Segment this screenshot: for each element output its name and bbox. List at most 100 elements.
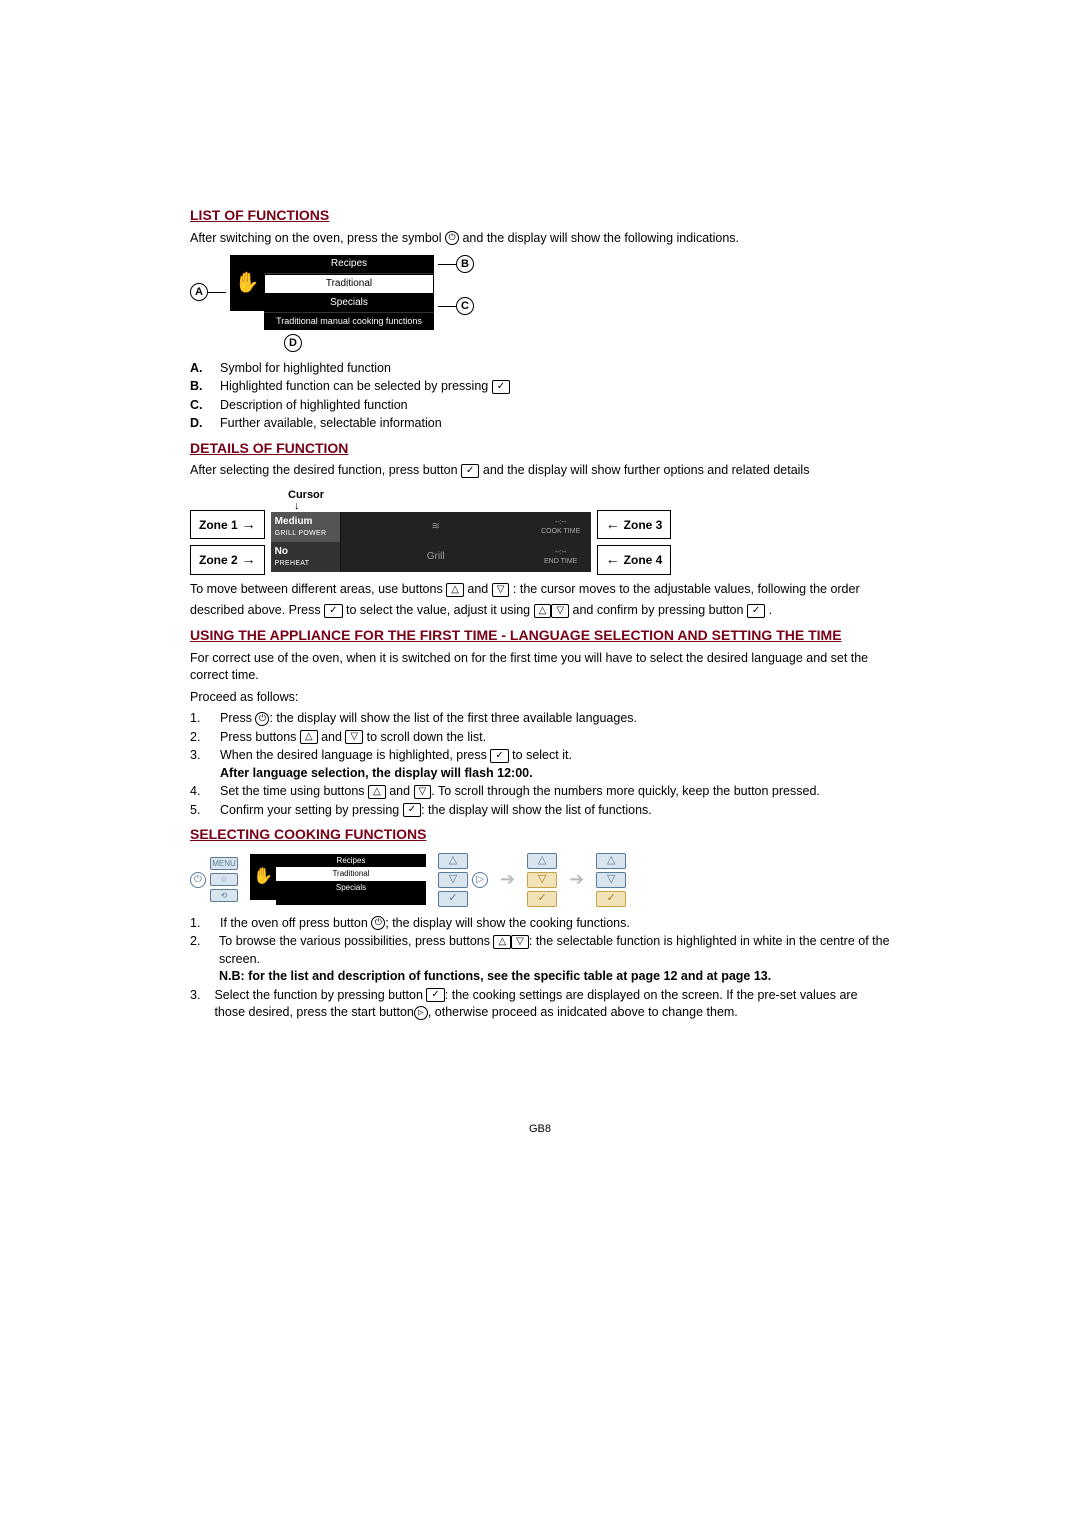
label-C: C [456, 297, 474, 315]
num: 4. [190, 783, 206, 801]
s2-intro: After selecting the desired function, pr… [190, 462, 890, 480]
value: Medium [275, 515, 336, 529]
mini-display: ✋ Recipes Traditional Specials Tradition… [250, 854, 426, 905]
text: To browse the various possibilities, pre… [219, 933, 890, 986]
up-button: △ [438, 853, 468, 869]
text: . [769, 603, 772, 617]
legend-B: B.Highlighted function can be selected b… [190, 378, 890, 396]
heading-details-of-function: DETAILS OF FUNCTION [190, 439, 890, 459]
text: If the oven off press button ⏻; the disp… [220, 915, 630, 933]
menu-row-recipes: Recipes [276, 854, 426, 867]
text: and [386, 784, 414, 798]
menu-row-specials: Specials [276, 881, 426, 894]
nav-controls: △ ▽ ✓ ▷ [438, 853, 488, 907]
text: Confirm your setting by pressing [220, 803, 403, 817]
down-button: ▽ [438, 872, 468, 888]
text: Press buttons △ and ▽ to scroll down the… [220, 729, 486, 747]
zone1-conn: Zone 1 [190, 510, 265, 540]
zone-3-label: Zone 3 [597, 510, 672, 540]
hand-icon: ✋ [230, 255, 264, 311]
bold-note: After language selection, the display wi… [220, 766, 533, 780]
figure-list-of-functions: A ✋ Recipes Traditional Specials Traditi… [190, 255, 890, 352]
fav-button: ☆ [210, 873, 238, 886]
zone-1-label: Zone 1 [190, 510, 265, 540]
menu-row-specials: Specials [264, 294, 434, 313]
nav-col-3: △ ▽ ✓ [596, 853, 626, 907]
arrow-right-icon: ➔ [569, 867, 584, 892]
preheat-cell: No PREHEAT [271, 542, 341, 572]
caption: END TIME [544, 557, 577, 567]
text: : the cursor moves to the adjustable val… [513, 582, 860, 596]
cook-time-cell: --:-- COOK TIME [531, 512, 591, 542]
menu-button: MENU [210, 857, 238, 870]
end-time-cell: --:-- END TIME [531, 542, 591, 572]
text: described above. Press [190, 603, 324, 617]
bold-note: N.B: for the list and description of fun… [219, 969, 771, 983]
heading-list-of-functions: LIST OF FUNCTIONS [190, 206, 890, 226]
zones-left: Zone 1 Zone 2 [190, 510, 265, 575]
mini-menu: Recipes Traditional Specials [276, 854, 426, 894]
lead-line [438, 306, 456, 307]
text: When the desired language is highlighted… [220, 748, 490, 762]
text: Symbol for highlighted function [220, 360, 391, 378]
text: to select the value, adjust it using [346, 603, 534, 617]
up-icon: △ [300, 730, 318, 744]
page-footer: GB8 [190, 1122, 890, 1137]
s3-steps: 1.Press ⏻: the display will show the lis… [190, 710, 890, 819]
text: Select the function by pressing button [214, 988, 426, 1002]
value: --:-- [555, 518, 566, 528]
callout-B: B [438, 255, 474, 273]
down-icon: ▽ [511, 935, 529, 949]
function-panel: Medium GRILL POWER ≋ --:-- COOK TIME No … [271, 512, 591, 572]
num: 1. [190, 915, 206, 933]
grill-power-cell: Medium GRILL POWER [271, 512, 341, 542]
step-2: 2.Press buttons △ and ▽ to scroll down t… [190, 729, 890, 747]
step-2: 2. To browse the various possibilities, p… [190, 933, 890, 986]
up-icon: △ [368, 785, 386, 799]
check-icon: ✓ [403, 803, 421, 817]
text: Further available, selectable informatio… [220, 415, 442, 433]
step-1: 1. If the oven off press button ⏻; the di… [190, 915, 890, 933]
hand-icon: ✋ [250, 854, 276, 900]
callout-D: D [284, 334, 488, 352]
caption: PREHEAT [275, 559, 336, 569]
key: A. [190, 360, 208, 378]
num: 2. [190, 933, 205, 986]
value: No [275, 545, 336, 559]
s1-intro: After switching on the oven, press the s… [190, 230, 890, 248]
text: To browse the various possibilities, pre… [219, 934, 493, 948]
step-3: 3.Select the function by pressing button… [190, 987, 890, 1022]
up-button: △ [527, 853, 557, 869]
text: Highlighted function can be selected by … [220, 378, 510, 396]
menu-row-recipes: Recipes [264, 255, 434, 274]
cursor-label: Cursor [288, 488, 890, 503]
zones-grid: Zone 1 Zone 2 Medium GRILL POWER ≋ --:--… [190, 510, 890, 575]
check-button-highlight: ✓ [527, 891, 557, 907]
text: and the display will show the following … [462, 231, 739, 245]
hand-glyph: ✋ [235, 269, 260, 297]
text: , otherwise proceed as inidcated above t… [428, 1005, 738, 1019]
figure-selecting-functions: ⏻ MENU ☆ ⟲ ✋ Recipes Traditional Special… [190, 853, 890, 907]
callout-C: C [438, 297, 474, 315]
down-icon: ▽ [345, 730, 363, 744]
check-icon: ✓ [490, 749, 508, 763]
label-D: D [284, 334, 302, 352]
text: . To scroll through the numbers more qui… [431, 784, 820, 798]
check-icon: ✓ [324, 604, 342, 618]
mode-label: Grill [341, 542, 531, 572]
text: Press ⏻: the display will show the list … [220, 710, 637, 728]
caption: GRILL POWER [275, 529, 336, 539]
value: --:-- [555, 548, 566, 558]
s2-para2: described above. Press ✓ to select the v… [190, 602, 890, 620]
up-button: △ [596, 853, 626, 869]
legend-list: A. Symbol for highlighted function B.High… [190, 360, 890, 433]
s3-p1: For correct use of the oven, when it is … [190, 650, 890, 685]
heading-first-time-use: USING THE APPLIANCE FOR THE FIRST TIME -… [190, 626, 890, 646]
step-5: 5.Confirm your setting by pressing ✓: th… [190, 802, 890, 820]
grill-icon: ≋ [341, 512, 531, 542]
nav-col: △ ▽ ✓ [438, 853, 468, 907]
text: Set the time using buttons [220, 784, 368, 798]
arrow-right-icon: ➔ [500, 867, 515, 892]
heading-selecting-cooking-functions: SELECTING COOKING FUNCTIONS [190, 825, 890, 845]
down-icon: ▽ [551, 604, 569, 618]
